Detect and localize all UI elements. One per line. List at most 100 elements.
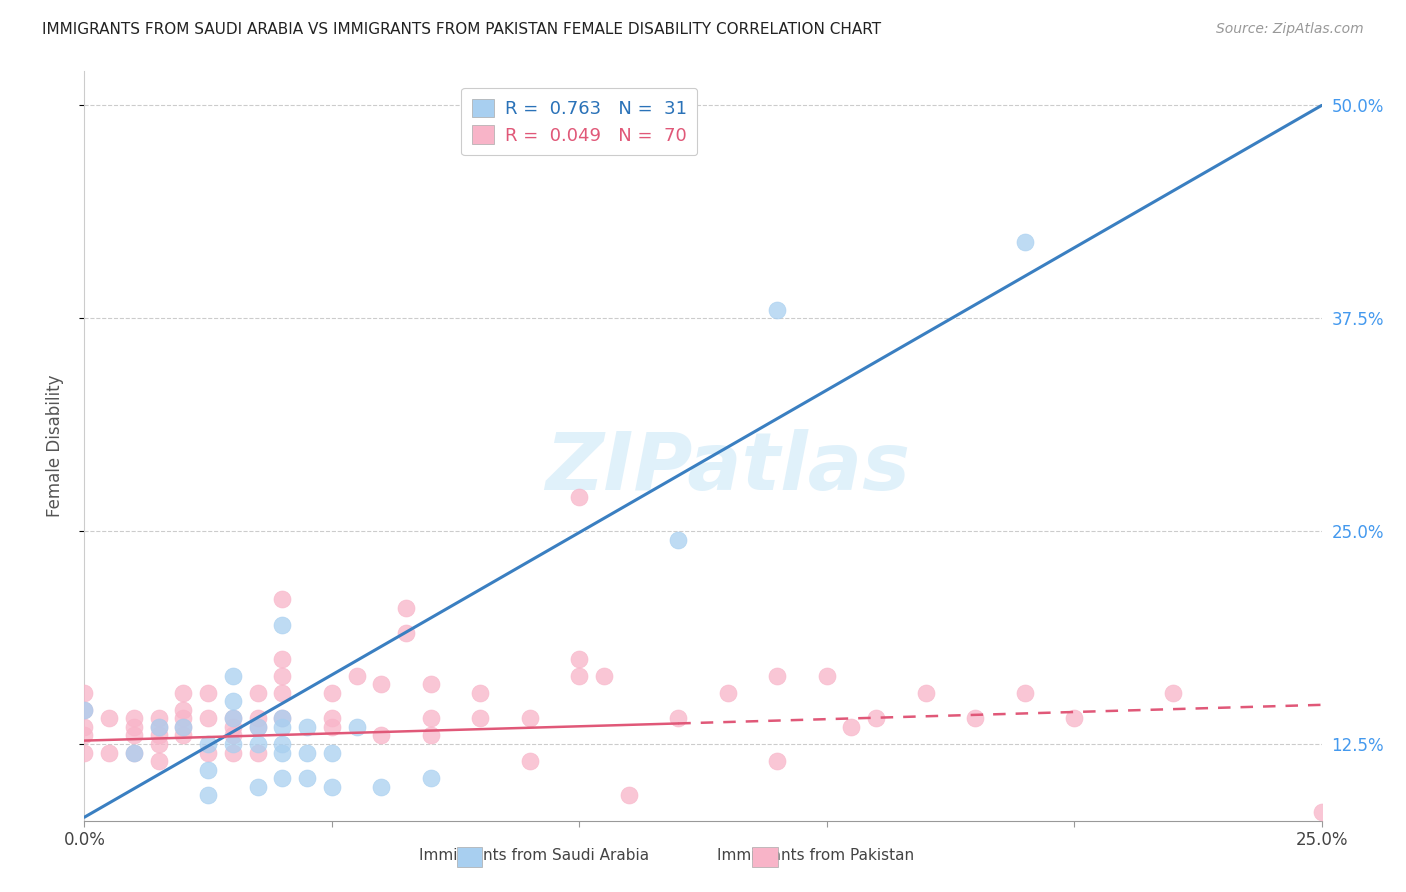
- Point: [271, 617, 294, 632]
- Point: [197, 746, 219, 760]
- Point: [519, 711, 541, 725]
- Point: [395, 600, 418, 615]
- Point: [568, 490, 591, 504]
- Point: [295, 720, 318, 734]
- Point: [1014, 235, 1036, 249]
- Point: [172, 720, 194, 734]
- Point: [419, 771, 441, 785]
- Point: [246, 780, 269, 794]
- Point: [568, 652, 591, 666]
- Point: [197, 763, 219, 777]
- Point: [246, 686, 269, 700]
- Point: [222, 669, 245, 683]
- Point: [419, 711, 441, 725]
- Point: [122, 746, 145, 760]
- Point: [766, 302, 789, 317]
- Point: [271, 711, 294, 725]
- Point: [271, 720, 294, 734]
- Point: [122, 729, 145, 743]
- Point: [370, 677, 392, 691]
- Point: [568, 669, 591, 683]
- Point: [148, 720, 170, 734]
- Point: [73, 746, 96, 760]
- Point: [914, 686, 936, 700]
- Point: [246, 720, 269, 734]
- Point: [222, 746, 245, 760]
- Point: [271, 737, 294, 751]
- Point: [98, 711, 121, 725]
- Point: [321, 711, 343, 725]
- Point: [172, 729, 194, 743]
- Point: [172, 711, 194, 725]
- Point: [1063, 711, 1085, 725]
- Point: [197, 737, 219, 751]
- Point: [148, 729, 170, 743]
- Point: [346, 669, 368, 683]
- Point: [1161, 686, 1184, 700]
- Point: [148, 737, 170, 751]
- Text: Immigrants from Pakistan: Immigrants from Pakistan: [717, 848, 914, 863]
- Point: [222, 729, 245, 743]
- Point: [172, 720, 194, 734]
- Point: [370, 780, 392, 794]
- Point: [519, 754, 541, 768]
- Point: [222, 711, 245, 725]
- Point: [73, 729, 96, 743]
- Point: [222, 737, 245, 751]
- Text: Source: ZipAtlas.com: Source: ZipAtlas.com: [1216, 22, 1364, 37]
- Point: [197, 686, 219, 700]
- Point: [295, 771, 318, 785]
- Point: [419, 677, 441, 691]
- Point: [197, 788, 219, 802]
- Point: [321, 686, 343, 700]
- Point: [197, 711, 219, 725]
- Point: [73, 720, 96, 734]
- Point: [271, 669, 294, 683]
- Point: [965, 711, 987, 725]
- Point: [666, 711, 689, 725]
- Point: [148, 754, 170, 768]
- Point: [1310, 805, 1333, 819]
- Point: [295, 746, 318, 760]
- Point: [271, 686, 294, 700]
- Point: [271, 746, 294, 760]
- Point: [395, 626, 418, 640]
- Point: [73, 703, 96, 717]
- Point: [346, 720, 368, 734]
- Point: [321, 780, 343, 794]
- Point: [617, 788, 640, 802]
- Point: [666, 533, 689, 547]
- Point: [370, 729, 392, 743]
- Point: [148, 720, 170, 734]
- Point: [73, 703, 96, 717]
- Point: [222, 720, 245, 734]
- Point: [172, 703, 194, 717]
- Point: [470, 711, 492, 725]
- Legend: R =  0.763   N =  31, R =  0.049   N =  70: R = 0.763 N = 31, R = 0.049 N = 70: [461, 88, 697, 155]
- Point: [222, 711, 245, 725]
- Point: [246, 737, 269, 751]
- Text: IMMIGRANTS FROM SAUDI ARABIA VS IMMIGRANTS FROM PAKISTAN FEMALE DISABILITY CORRE: IMMIGRANTS FROM SAUDI ARABIA VS IMMIGRAN…: [42, 22, 882, 37]
- Point: [246, 711, 269, 725]
- Point: [766, 754, 789, 768]
- Point: [271, 711, 294, 725]
- Point: [1014, 686, 1036, 700]
- Point: [246, 720, 269, 734]
- Point: [172, 686, 194, 700]
- Point: [222, 694, 245, 708]
- Point: [841, 720, 863, 734]
- Text: Immigrants from Saudi Arabia: Immigrants from Saudi Arabia: [419, 848, 650, 863]
- Point: [271, 652, 294, 666]
- Point: [122, 746, 145, 760]
- Point: [321, 746, 343, 760]
- Point: [717, 686, 740, 700]
- Point: [865, 711, 887, 725]
- Point: [122, 720, 145, 734]
- Point: [271, 771, 294, 785]
- Point: [148, 711, 170, 725]
- Point: [766, 669, 789, 683]
- Point: [98, 746, 121, 760]
- Point: [419, 729, 441, 743]
- Text: ZIPatlas: ZIPatlas: [546, 429, 910, 508]
- Point: [321, 720, 343, 734]
